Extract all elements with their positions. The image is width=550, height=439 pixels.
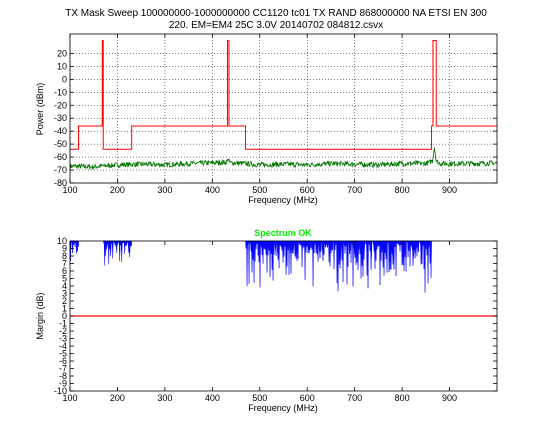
- top-y-tick-label: -20: [54, 100, 67, 110]
- top-series: [69, 39, 498, 171]
- top-axes-frame: [69, 33, 498, 184]
- top-x-tick-label: 500: [252, 185, 267, 195]
- bottom-x-tick-label: 300: [157, 393, 172, 403]
- bottom-y-tick-label: 9: [62, 244, 67, 254]
- top-y-tick-label: -30: [54, 113, 67, 123]
- spectrum-ok-annotation: Spectrum OK: [254, 228, 312, 238]
- top-y-tick-label: -10: [54, 87, 67, 97]
- bottom-y-tick-label: 10: [57, 236, 67, 246]
- top-x-tick-label: 900: [442, 185, 457, 195]
- top-y-tick-label: 20: [57, 48, 67, 58]
- top-y-tick-label: -60: [54, 152, 67, 162]
- mask-limit-line: [70, 39, 497, 150]
- bottom-y-tick-label: 1: [62, 304, 67, 314]
- bottom-y-tick-label: -8: [59, 371, 67, 381]
- margin-band-0: [69, 240, 79, 261]
- bottom-series: [69, 240, 497, 317]
- bottom-x-axis-label: Frequency (MHz): [248, 403, 318, 413]
- top-x-axis-label: Frequency (MHz): [248, 195, 318, 205]
- top-x-tick-label: 800: [395, 185, 410, 195]
- bottom-y-tick-label: -2: [59, 326, 67, 336]
- top-x-tick-label: 100: [62, 185, 77, 195]
- bottom-y-tick-label: 8: [62, 251, 67, 261]
- top-x-tick-label: 400: [205, 185, 220, 195]
- bottom-y-tick-label: 4: [62, 281, 67, 291]
- top-chart: 100 200 300 400 500 600 700 800 90020100-10-20-3…: [35, 33, 498, 205]
- bottom-y-tick-label: -7: [59, 364, 67, 374]
- measured-power-trace: [69, 147, 498, 171]
- figure-title-line2: 220. EM=EM4 25C 3.0V 20140702 084812.csv…: [169, 20, 383, 31]
- bottom-chart: 100 200 300 400 500 600 700 800 900109876543210-…: [35, 228, 498, 413]
- bottom-y-tick-label: -1: [59, 319, 67, 329]
- bottom-y-axis-label: Margin (dB): [35, 292, 45, 339]
- bottom-y-tick-label: -10: [54, 386, 67, 396]
- bottom-y-tick-label: -3: [59, 334, 67, 344]
- bottom-y-tick-label: 5: [62, 274, 67, 284]
- top-y-tick-label: 10: [57, 61, 67, 71]
- top-y-tick-label: -40: [54, 126, 67, 136]
- bottom-x-tick-label: 900: [442, 393, 457, 403]
- margin-band-2: [245, 240, 432, 293]
- top-x-tick-label: 300: [157, 185, 172, 195]
- bottom-y-tick-label: -4: [59, 341, 67, 351]
- bottom-y-tick-label: 0: [62, 311, 67, 321]
- bottom-ticks: 100 200 300 400 500 600 700 800 900109876543210-…: [54, 236, 497, 403]
- bottom-x-tick-label: 600: [300, 393, 315, 403]
- top-ticks: 100 200 300 400 500 600 700 800 90020100-10-20-3…: [54, 34, 497, 195]
- top-y-axis-label: Power (dBm): [35, 83, 45, 136]
- bottom-y-tick-label: -6: [59, 356, 67, 366]
- top-x-tick-label: 200: [110, 185, 125, 195]
- top-y-tick-label: -70: [54, 165, 67, 175]
- top-y-tick-label: 0: [62, 74, 67, 84]
- top-x-tick-label: 700: [347, 185, 362, 195]
- bottom-x-tick-label: 800: [395, 393, 410, 403]
- bottom-x-tick-label: 500: [252, 393, 267, 403]
- bottom-x-tick-label: 700: [347, 393, 362, 403]
- bottom-x-tick-label: 400: [205, 393, 220, 403]
- bottom-y-tick-label: 3: [62, 289, 67, 299]
- bottom-y-tick-label: -5: [59, 349, 67, 359]
- bottom-x-tick-label: 100: [62, 393, 77, 403]
- top-x-tick-label: 600: [300, 185, 315, 195]
- top-y-tick-label: -80: [54, 178, 67, 188]
- top-y-tick-label: -50: [54, 139, 67, 149]
- bottom-x-tick-label: 200: [110, 393, 125, 403]
- bottom-y-tick-label: -9: [59, 379, 67, 389]
- bottom-y-tick-label: 6: [62, 266, 67, 276]
- bottom-y-tick-label: 2: [62, 296, 67, 306]
- bottom-y-tick-label: 7: [62, 259, 67, 269]
- figure-title-line1: TX Mask Sweep 100000000-1000000000 CC112…: [65, 8, 487, 19]
